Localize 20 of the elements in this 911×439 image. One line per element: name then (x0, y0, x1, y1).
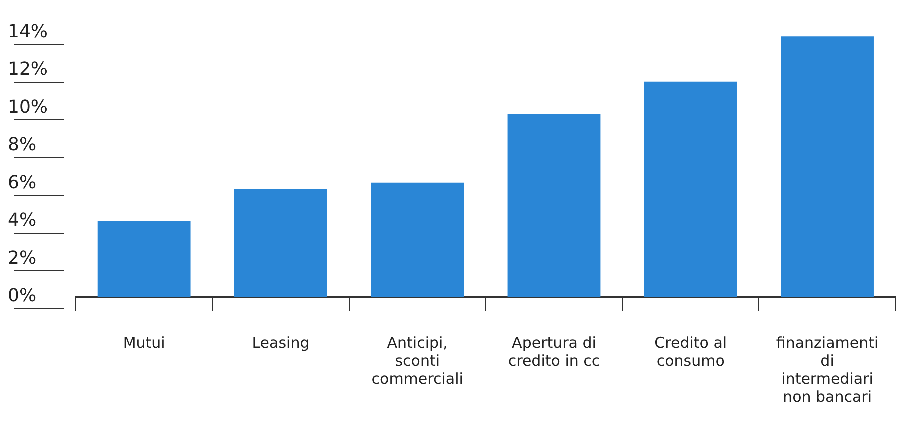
y-tick-label: 2% (8, 248, 37, 269)
bar (371, 182, 464, 297)
y-tick-label: 4% (8, 210, 37, 232)
y-tick-label: 0% (8, 286, 37, 307)
bar (644, 82, 738, 297)
x-tick-label: Mutui (123, 334, 166, 352)
x-tick-label: finanziamenti di intermediari non bancari (776, 334, 879, 406)
bar (781, 36, 874, 297)
y-tick-label: 8% (8, 134, 37, 156)
bar (508, 114, 601, 297)
x-tick-label: Apertura di credito in cc (508, 334, 600, 370)
y-tick-label: 10% (8, 96, 48, 118)
x-tick-label: Anticipi, sconti commerciali (372, 334, 464, 388)
bar (98, 222, 191, 297)
bar (234, 189, 328, 297)
x-tick-label: Credito al consumo (654, 334, 728, 370)
y-tick-label: 14% (8, 21, 48, 42)
y-tick-label: 6% (8, 172, 37, 194)
x-tick-label: Leasing (252, 334, 310, 352)
y-tick-label: 12% (8, 59, 48, 80)
